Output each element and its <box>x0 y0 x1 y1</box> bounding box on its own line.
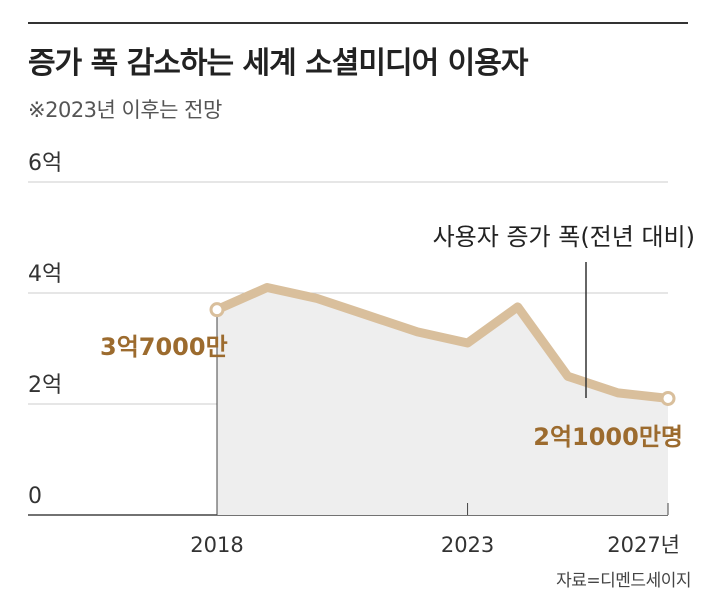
y-tick-label: 6억 <box>28 151 62 176</box>
y-tick-label: 0 <box>28 484 42 509</box>
y-tick-label: 2억 <box>28 373 62 398</box>
x-tick-label: 2018 <box>190 533 243 557</box>
x-tick-label: 2027년 <box>607 533 680 557</box>
endpoint-marker <box>209 302 225 318</box>
annotation-text: 사용자 증가 폭(전년 대비) <box>433 223 695 251</box>
area-fill <box>217 287 668 515</box>
series-line <box>212 283 673 403</box>
y-tick-label: 4억 <box>28 262 62 287</box>
top-rule <box>28 22 688 24</box>
chart-title: 증가 폭 감소하는 세계 소셜미디어 이용자 <box>28 46 528 81</box>
end-value-label: 2억1000만명 <box>533 423 683 451</box>
source-credit: 자료=디멘드세이지 <box>556 571 691 591</box>
endpoint-marker <box>660 390 676 406</box>
x-tick-label: 2023 <box>441 533 494 557</box>
chart-subtitle: ※2023년 이후는 전망 <box>28 98 222 122</box>
start-value-label: 3억7000만 <box>100 333 228 361</box>
